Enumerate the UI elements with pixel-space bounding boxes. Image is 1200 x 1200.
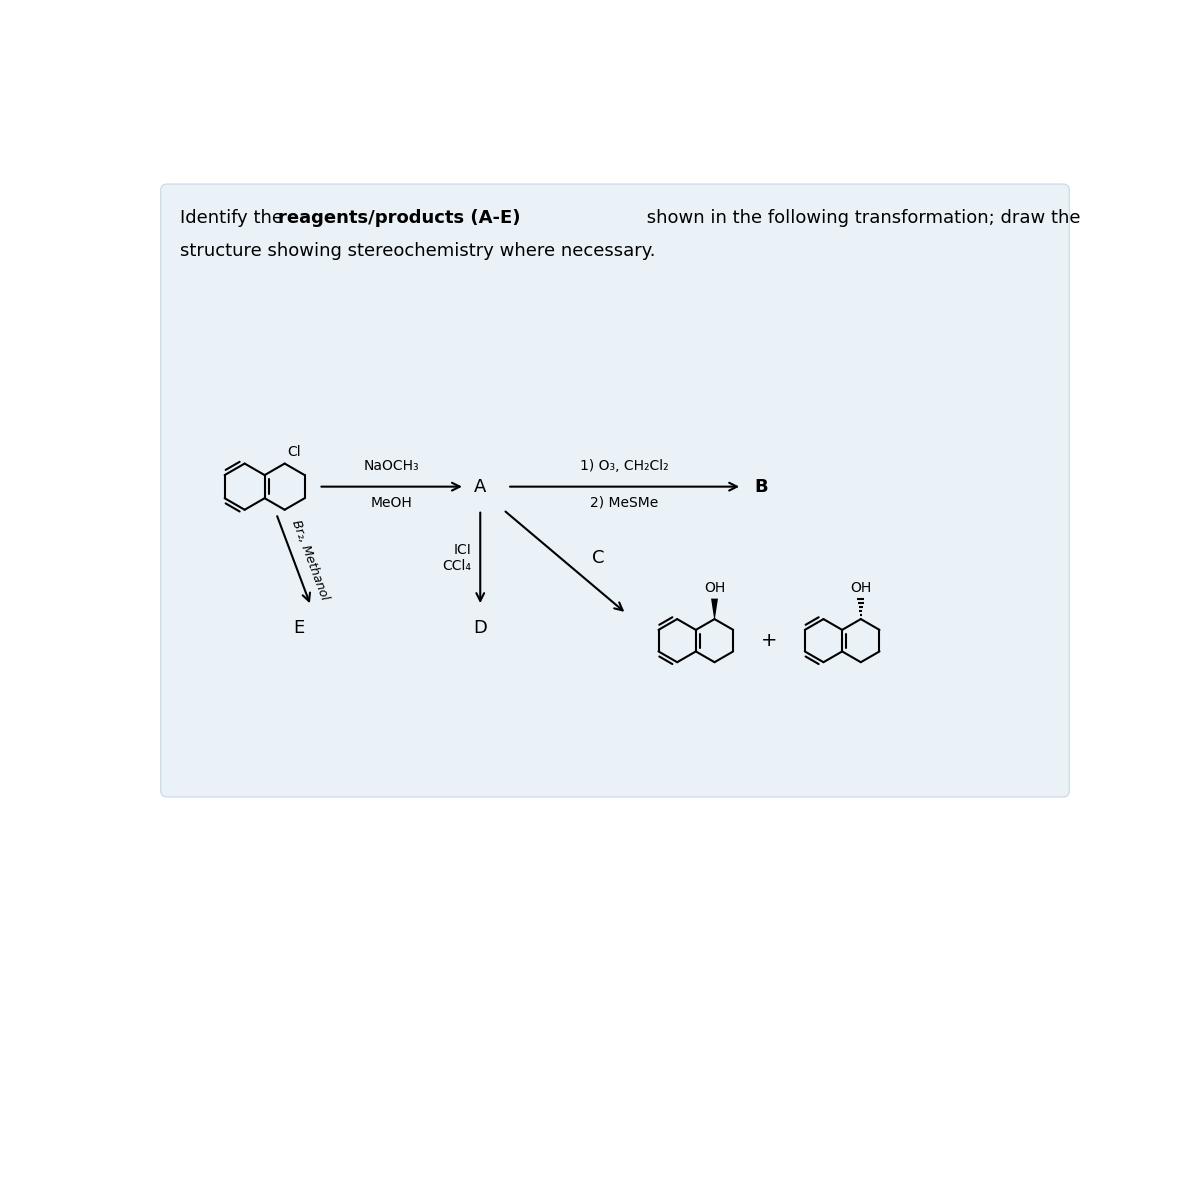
Text: CCl₄: CCl₄ bbox=[442, 558, 472, 572]
Text: shown in the following transformation; draw the: shown in the following transformation; d… bbox=[641, 210, 1081, 228]
Text: D: D bbox=[473, 618, 487, 636]
Polygon shape bbox=[712, 599, 718, 619]
Text: OH: OH bbox=[704, 581, 725, 595]
Text: NaOCH₃: NaOCH₃ bbox=[364, 458, 420, 473]
Text: ICI: ICI bbox=[454, 544, 472, 557]
Text: C: C bbox=[592, 548, 605, 566]
Text: A: A bbox=[474, 478, 486, 496]
FancyBboxPatch shape bbox=[161, 184, 1069, 797]
Text: 2) MeSMe: 2) MeSMe bbox=[590, 496, 659, 510]
Text: structure showing stereochemistry where necessary.: structure showing stereochemistry where … bbox=[180, 241, 655, 259]
Text: Identify the: Identify the bbox=[180, 210, 289, 228]
Text: E: E bbox=[294, 618, 305, 636]
Text: 1) O₃, CH₂Cl₂: 1) O₃, CH₂Cl₂ bbox=[581, 458, 668, 473]
Text: MeOH: MeOH bbox=[371, 496, 413, 510]
Text: Br₂, Methanol: Br₂, Methanol bbox=[289, 518, 331, 601]
Text: +: + bbox=[761, 631, 778, 650]
Text: OH: OH bbox=[850, 581, 871, 595]
Text: reagents/products (A-E): reagents/products (A-E) bbox=[277, 210, 521, 228]
Text: Cl: Cl bbox=[288, 445, 301, 458]
Text: B: B bbox=[755, 478, 768, 496]
